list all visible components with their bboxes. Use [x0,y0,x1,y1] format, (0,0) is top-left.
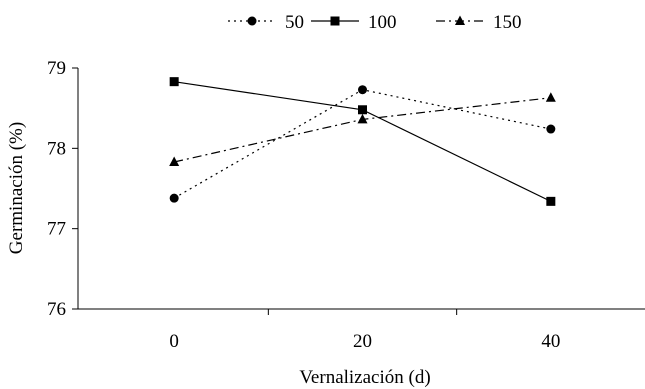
y-tick-label: 78 [47,138,66,159]
y-tick-label: 77 [47,219,66,240]
legend-label: 150 [493,12,522,33]
data-point-triangle [357,113,368,124]
y-axis-title: Germinación (%) [6,122,27,254]
legend-marker-triangle [455,15,465,25]
legend-marker-square [330,16,340,26]
data-point-triangle [169,156,180,166]
series-group [169,77,556,206]
series-line [174,81,552,202]
legend-marker-circle [247,16,257,26]
x-tick-label: 0 [169,331,179,352]
series-150 [169,92,556,166]
data-point-circle [358,85,367,95]
legend: 50 100 150 [228,12,522,33]
legend-item: 50 [228,12,304,33]
data-point-circle [169,193,179,203]
legend-item: 150 [436,12,522,33]
data-point-triangle [545,92,556,102]
x-tick-label: 40 [541,331,560,352]
x-axis-title: Vernalización (d) [299,367,430,388]
data-point-circle [546,124,556,134]
data-point-square [358,105,367,115]
series-100 [169,77,556,206]
legend-label: 50 [285,12,304,33]
data-point-square [546,196,556,206]
y-tick-label: 76 [47,299,66,320]
x-tick-label: 20 [353,331,372,352]
legend-item: 100 [311,12,397,33]
axes: 76 77 78 79 0 20 40 [47,58,645,352]
legend-label: 100 [368,12,397,33]
y-tick-label: 79 [47,58,66,79]
data-point-square [169,77,179,87]
series-50 [169,85,556,203]
